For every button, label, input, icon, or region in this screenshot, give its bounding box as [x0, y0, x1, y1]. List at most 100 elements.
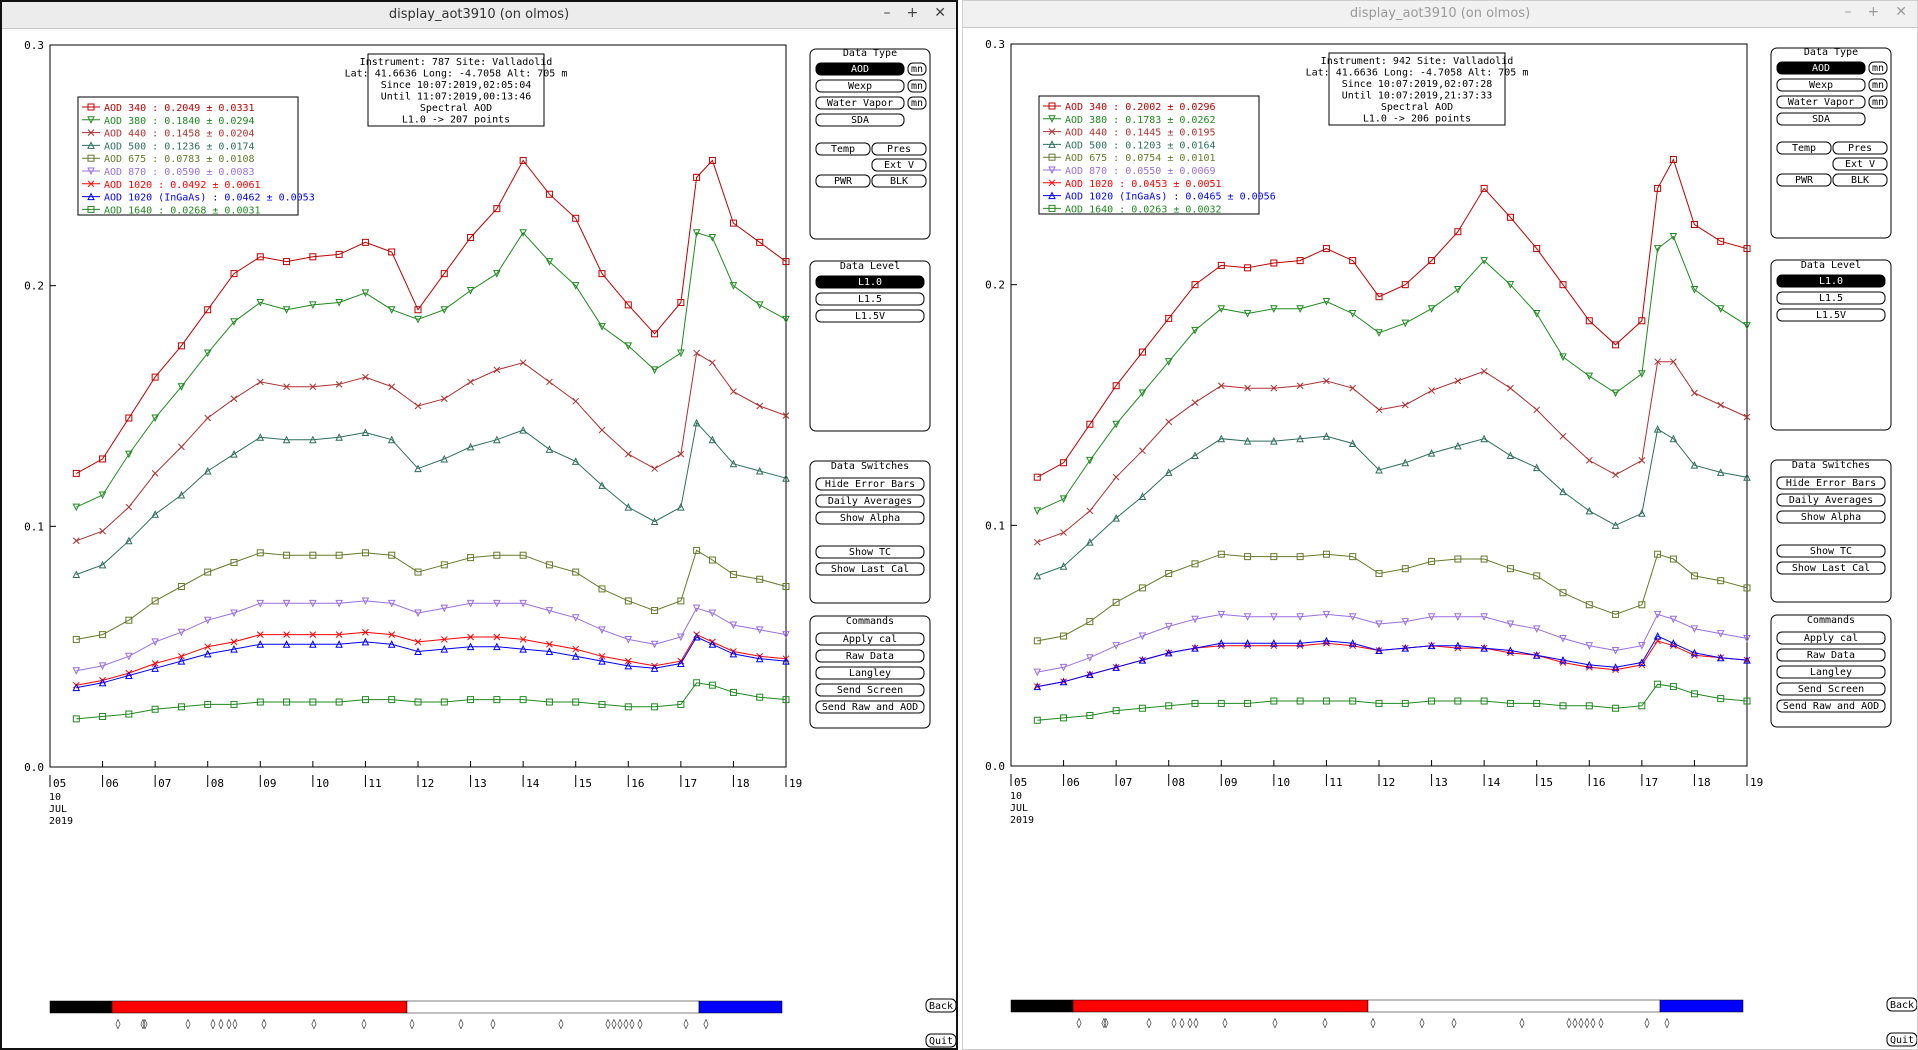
mn-button[interactable]: mn: [1868, 95, 1888, 109]
quit-button[interactable]: Quit: [925, 1033, 956, 1048]
data-point: [1653, 424, 1662, 433]
show-alpha-button[interactable]: Show Alpha: [815, 511, 925, 525]
data-point: [1506, 451, 1515, 460]
close-button[interactable]: ✕: [934, 5, 946, 21]
pres-button[interactable]: Pres: [871, 142, 927, 156]
mn-button[interactable]: mn: [907, 79, 927, 93]
data-point: [519, 425, 527, 434]
mn-button[interactable]: mn: [1868, 78, 1888, 92]
level-l1-5-button[interactable]: L1.5: [815, 292, 925, 306]
daily-averages-button[interactable]: Daily Averages: [1776, 493, 1886, 507]
pwr-button[interactable]: PWR: [1776, 173, 1832, 187]
data-type-water-vapor-button[interactable]: Water Vapor: [1776, 95, 1866, 109]
data-point: [388, 383, 396, 391]
hide-error-bars-button[interactable]: Hide Error Bars: [815, 477, 925, 491]
send-raw-and-aod-button[interactable]: Send Raw and AOD: [815, 700, 925, 714]
data-type-water-vapor-button[interactable]: Water Vapor: [815, 96, 905, 110]
data-type-sda-button[interactable]: SDA: [1776, 112, 1866, 126]
data-point: [1690, 572, 1698, 580]
data-point: [1191, 560, 1199, 568]
mn-button[interactable]: mn: [1868, 61, 1888, 75]
data-point: [1690, 648, 1699, 657]
data-point: [708, 556, 716, 564]
pres-button[interactable]: Pres: [1832, 141, 1888, 155]
maximize-button[interactable]: +: [906, 5, 919, 21]
show-tc-button[interactable]: Show TC: [815, 545, 925, 559]
raw-data-button[interactable]: Raw Data: [1776, 648, 1886, 662]
data-point: [87, 167, 95, 176]
measurement-marker: ◊: [1273, 1017, 1278, 1029]
level-l1-0-button[interactable]: L1.0: [1776, 274, 1886, 288]
data-point: [362, 628, 369, 636]
blk-button[interactable]: BLK: [871, 174, 927, 188]
maximize-button[interactable]: +: [1867, 4, 1880, 20]
daily-averages-button[interactable]: Daily Averages: [815, 494, 925, 508]
show-last-cal-button[interactable]: Show Last Cal: [815, 562, 925, 576]
mn-button[interactable]: mn: [907, 96, 927, 110]
x-tick-label: 10: [316, 777, 329, 790]
data-point: [651, 607, 659, 615]
data-point: [440, 306, 449, 314]
temp-button[interactable]: Temp: [815, 142, 871, 156]
data-type-aod-button[interactable]: AOD: [1776, 61, 1866, 75]
close-button[interactable]: ✕: [1895, 4, 1907, 20]
ext-v-button[interactable]: Ext V: [1832, 157, 1888, 171]
blk-button[interactable]: BLK: [1832, 173, 1888, 187]
measurement-marker: ◊: [262, 1018, 267, 1030]
data-point: [204, 700, 212, 708]
minimize-button[interactable]: –: [1844, 4, 1852, 20]
svg-text:SDA: SDA: [1812, 114, 1830, 125]
ext-v-button[interactable]: Ext V: [871, 158, 927, 172]
y-tick-label: 0.1: [24, 520, 44, 533]
data-point: [1401, 281, 1409, 289]
data-point: [1690, 625, 1699, 633]
back-button[interactable]: Back: [1886, 997, 1917, 1012]
data-point: [1611, 663, 1620, 671]
date-year: 2019: [49, 816, 73, 827]
legend-entry: AOD 1020 : 0.0492 ± 0.0061: [104, 180, 261, 191]
hide-error-bars-button[interactable]: Hide Error Bars: [1776, 476, 1886, 490]
data-point: [729, 688, 737, 696]
apply-cal-button[interactable]: Apply cal: [1776, 631, 1886, 645]
level-l1-0-button[interactable]: L1.0: [815, 275, 925, 289]
mn-button[interactable]: mn: [907, 62, 927, 76]
data-point: [72, 683, 81, 692]
show-tc-button[interactable]: Show TC: [1776, 544, 1886, 558]
titlebar[interactable]: display_aot3910 (on olmos) – + ✕: [963, 1, 1917, 28]
minimize-button[interactable]: –: [883, 5, 891, 21]
quit-button[interactable]: Quit: [1886, 1032, 1917, 1047]
back-button[interactable]: Back: [925, 998, 956, 1013]
data-type-wexp-button[interactable]: Wexp: [815, 79, 905, 93]
send-screen-button[interactable]: Send Screen: [815, 683, 925, 697]
send-raw-and-aod-button[interactable]: Send Raw and AOD: [1776, 699, 1886, 713]
measurement-marker: ◊: [1323, 1017, 1328, 1029]
raw-data-button[interactable]: Raw Data: [815, 649, 925, 663]
data-point: [545, 190, 553, 198]
data-type-aod-button[interactable]: AOD: [815, 62, 905, 76]
apply-cal-button[interactable]: Apply cal: [815, 632, 925, 646]
data-point: [493, 696, 501, 704]
measurement-marker: ◊: [1077, 1017, 1082, 1029]
level-l1-5v-button[interactable]: L1.5V: [1776, 308, 1886, 322]
svg-text:L1.5: L1.5: [1819, 293, 1843, 304]
level-l1-5v-button[interactable]: L1.5V: [815, 309, 925, 323]
show-last-cal-button[interactable]: Show Last Cal: [1776, 561, 1886, 575]
temp-button[interactable]: Temp: [1776, 141, 1832, 155]
data-type-sda-button[interactable]: SDA: [815, 113, 905, 127]
legend-entry: AOD 870 : 0.0590 ± 0.0083: [104, 167, 255, 178]
level-l1-5-button[interactable]: L1.5: [1776, 291, 1886, 305]
langley-button[interactable]: Langley: [815, 666, 925, 680]
data-point: [1428, 557, 1436, 565]
data-point: [1585, 660, 1594, 669]
show-alpha-button[interactable]: Show Alpha: [1776, 510, 1886, 524]
pwr-button[interactable]: PWR: [815, 174, 871, 188]
langley-button[interactable]: Langley: [1776, 665, 1886, 679]
data-point: [1349, 257, 1357, 265]
data-point: [1375, 293, 1383, 301]
titlebar[interactable]: display_aot3910 (on olmos) – + ✕: [2, 2, 956, 29]
series-line: [1037, 553, 1748, 642]
series-line: [76, 636, 787, 689]
send-screen-button[interactable]: Send Screen: [1776, 682, 1886, 696]
data-type-wexp-button[interactable]: Wexp: [1776, 78, 1866, 92]
data-point: [361, 238, 369, 246]
